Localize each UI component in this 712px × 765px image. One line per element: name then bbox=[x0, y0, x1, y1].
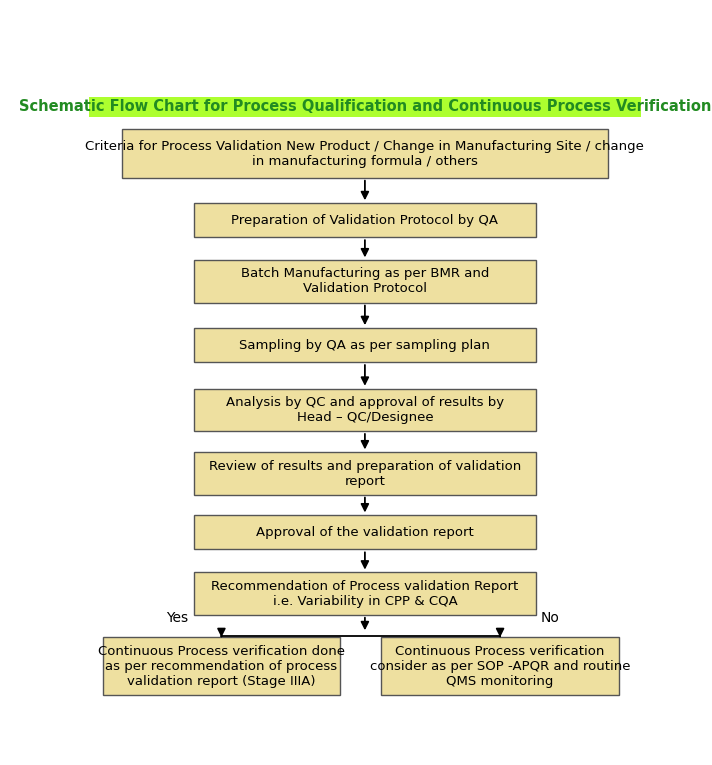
FancyBboxPatch shape bbox=[89, 96, 641, 116]
FancyBboxPatch shape bbox=[194, 389, 536, 431]
Text: Sampling by QA as per sampling plan: Sampling by QA as per sampling plan bbox=[239, 339, 491, 352]
Text: Analysis by QC and approval of results by
Head – QC/Designee: Analysis by QC and approval of results b… bbox=[226, 396, 504, 424]
Text: Continuous Process verification done
as per recommendation of process
validation: Continuous Process verification done as … bbox=[98, 645, 345, 688]
Text: Recommendation of Process validation Report
i.e. Variability in CPP & CQA: Recommendation of Process validation Rep… bbox=[211, 580, 518, 607]
Text: Continuous Process verification
consider as per SOP -APQR and routine
QMS monito: Continuous Process verification consider… bbox=[370, 645, 630, 688]
FancyBboxPatch shape bbox=[194, 572, 536, 615]
FancyBboxPatch shape bbox=[122, 129, 608, 177]
Text: Batch Manufacturing as per BMR and
Validation Protocol: Batch Manufacturing as per BMR and Valid… bbox=[241, 268, 489, 295]
Text: No: No bbox=[540, 611, 559, 626]
FancyBboxPatch shape bbox=[194, 516, 536, 549]
FancyBboxPatch shape bbox=[382, 637, 619, 695]
Text: Yes: Yes bbox=[166, 611, 189, 626]
FancyBboxPatch shape bbox=[194, 203, 536, 237]
FancyBboxPatch shape bbox=[194, 452, 536, 495]
FancyBboxPatch shape bbox=[194, 260, 536, 303]
Text: Review of results and preparation of validation
report: Review of results and preparation of val… bbox=[209, 460, 521, 487]
Text: Preparation of Validation Protocol by QA: Preparation of Validation Protocol by QA bbox=[231, 213, 498, 226]
Text: Approval of the validation report: Approval of the validation report bbox=[256, 526, 473, 539]
FancyBboxPatch shape bbox=[194, 328, 536, 362]
Text: Criteria for Process Validation New Product / Change in Manufacturing Site / cha: Criteria for Process Validation New Prod… bbox=[85, 140, 644, 168]
Text: Schematic Flow Chart for Process Qualification and Continuous Process Verificati: Schematic Flow Chart for Process Qualifi… bbox=[19, 99, 711, 114]
FancyBboxPatch shape bbox=[103, 637, 340, 695]
